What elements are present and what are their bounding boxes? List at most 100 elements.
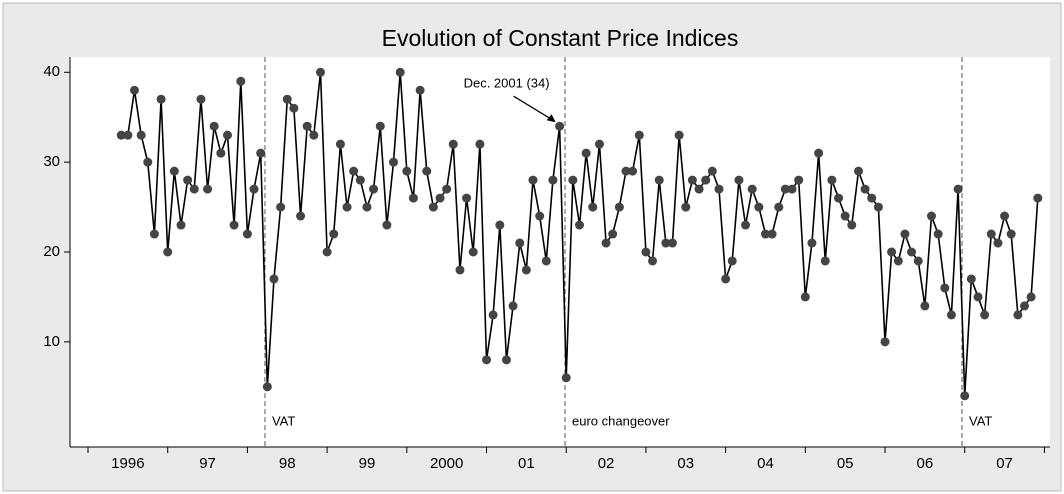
event-label: VAT: [969, 413, 992, 428]
data-point: [980, 310, 990, 320]
data-point: [1019, 301, 1029, 311]
data-point: [129, 85, 139, 95]
data-point: [535, 211, 545, 221]
data-point: [123, 130, 133, 140]
data-point: [847, 220, 857, 230]
data-point: [707, 166, 717, 176]
data-point: [940, 283, 950, 293]
data-point: [608, 229, 618, 239]
x-tick-label: 03: [677, 455, 694, 472]
data-point: [389, 157, 399, 167]
data-point: [548, 175, 558, 185]
data-point: [1000, 211, 1010, 221]
data-point: [156, 94, 166, 104]
x-tick-label: 01: [518, 455, 535, 472]
data-point: [667, 238, 677, 248]
data-point: [262, 382, 272, 392]
data-point: [853, 166, 863, 176]
data-point: [814, 148, 824, 158]
data-point: [369, 184, 379, 194]
data-point: [468, 247, 478, 257]
data-point: [575, 220, 585, 230]
data-point: [435, 193, 445, 203]
data-point: [581, 148, 591, 158]
data-point: [780, 184, 790, 194]
data-point: [541, 256, 551, 266]
data-point: [442, 184, 452, 194]
data-point: [594, 139, 604, 149]
data-point: [601, 238, 611, 248]
x-tick-label: 1996: [111, 455, 144, 472]
data-point: [774, 202, 784, 212]
data-point: [867, 193, 877, 203]
x-tick-label: 07: [996, 455, 1013, 472]
data-point: [402, 166, 412, 176]
data-point: [913, 256, 923, 266]
data-point: [687, 175, 697, 185]
data-point: [408, 193, 418, 203]
data-point: [501, 355, 511, 365]
data-point: [887, 247, 897, 257]
data-point: [614, 202, 624, 212]
data-point: [794, 175, 804, 185]
x-tick-label: 2000: [430, 455, 463, 472]
data-point: [335, 139, 345, 149]
data-point: [634, 130, 644, 140]
data-point: [648, 256, 658, 266]
data-point: [893, 256, 903, 266]
data-point: [993, 238, 1003, 248]
data-point: [455, 265, 465, 275]
event-label: euro changeover: [572, 413, 670, 428]
data-point: [528, 175, 538, 185]
data-point: [176, 220, 186, 230]
annotation-text: Dec. 2001 (34): [464, 76, 550, 91]
data-point: [395, 67, 405, 77]
data-point: [588, 202, 598, 212]
y-tick-label: 30: [43, 153, 60, 170]
data-point: [329, 229, 339, 239]
data-point: [282, 94, 292, 104]
data-point: [349, 166, 359, 176]
data-point: [1026, 292, 1036, 302]
data-point: [375, 121, 385, 131]
data-point: [747, 184, 757, 194]
data-point: [149, 229, 159, 239]
data-point: [415, 85, 425, 95]
data-point: [428, 202, 438, 212]
data-point: [143, 157, 153, 167]
data-point: [760, 229, 770, 239]
data-point: [661, 238, 671, 248]
data-point: [966, 274, 976, 284]
y-tick-label: 20: [43, 243, 60, 260]
data-point: [236, 76, 246, 86]
event-label: VAT: [272, 413, 295, 428]
y-tick-label: 10: [43, 333, 60, 350]
data-point: [555, 121, 565, 131]
data-point: [694, 184, 704, 194]
data-point: [880, 337, 890, 347]
data-point: [641, 247, 651, 257]
data-point: [840, 211, 850, 221]
x-tick-label: 04: [757, 455, 774, 472]
data-point: [621, 166, 631, 176]
data-point: [734, 175, 744, 185]
data-point: [800, 292, 810, 302]
y-tick-label: 40: [43, 63, 60, 80]
data-point: [276, 202, 286, 212]
x-tick-label: 06: [917, 455, 934, 472]
data-point: [561, 373, 571, 383]
annotation-arrow: [513, 95, 555, 122]
data-point: [926, 211, 936, 221]
data-point: [289, 103, 299, 113]
data-point: [309, 130, 319, 140]
data-point: [242, 229, 252, 239]
data-point: [136, 130, 146, 140]
data-point: [163, 247, 173, 257]
data-point: [222, 130, 232, 140]
data-point: [315, 67, 325, 77]
data-point: [900, 229, 910, 239]
data-point: [741, 220, 751, 230]
data-point: [807, 238, 817, 248]
data-point: [209, 121, 219, 131]
data-point: [203, 184, 213, 194]
